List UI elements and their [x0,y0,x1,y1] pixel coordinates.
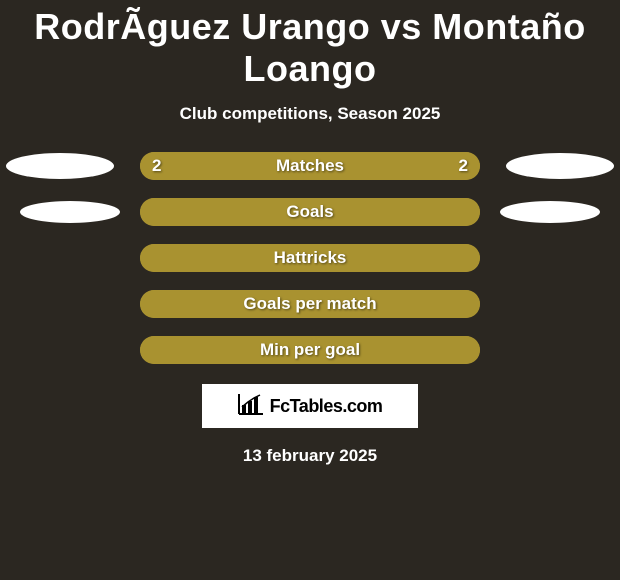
stat-row-goals: Goals [0,198,620,226]
stat-bar-matches: 22Matches [140,152,480,180]
stat-row-min-per-goal: Min per goal [0,336,620,364]
stat-row-matches: 22Matches [0,152,620,180]
stat-bar-fill [140,244,480,272]
comparison-infographic: RodrÃ­guez Urango vs Montaño Loango Club… [0,0,620,580]
player-right-silhouette [506,153,614,179]
page-title: RodrÃ­guez Urango vs Montaño Loango [0,6,620,90]
stat-bar-fill [140,152,480,180]
stat-bar-fill [140,198,480,226]
fctables-logo: FcTables.com [202,384,418,428]
stat-bar-hattricks: Hattricks [140,244,480,272]
player-left-silhouette [20,201,120,223]
player-left-silhouette [6,153,114,179]
stat-bar-fill [140,290,480,318]
stat-left-value: 2 [152,156,161,176]
logo-text: FcTables.com [270,396,383,417]
stat-bar-min-per-goal: Min per goal [140,336,480,364]
stat-row-goals-per-match: Goals per match [0,290,620,318]
stat-bar-goals: Goals [140,198,480,226]
stat-right-value: 2 [459,156,468,176]
stat-row-hattricks: Hattricks [0,244,620,272]
date-label: 13 february 2025 [0,446,620,466]
stat-bar-fill [140,336,480,364]
player-right-silhouette [500,201,600,223]
stat-bar-goals-per-match: Goals per match [140,290,480,318]
bar-chart-icon [238,393,264,420]
subtitle: Club competitions, Season 2025 [0,104,620,124]
stat-rows: 22MatchesGoalsHattricksGoals per matchMi… [0,152,620,364]
